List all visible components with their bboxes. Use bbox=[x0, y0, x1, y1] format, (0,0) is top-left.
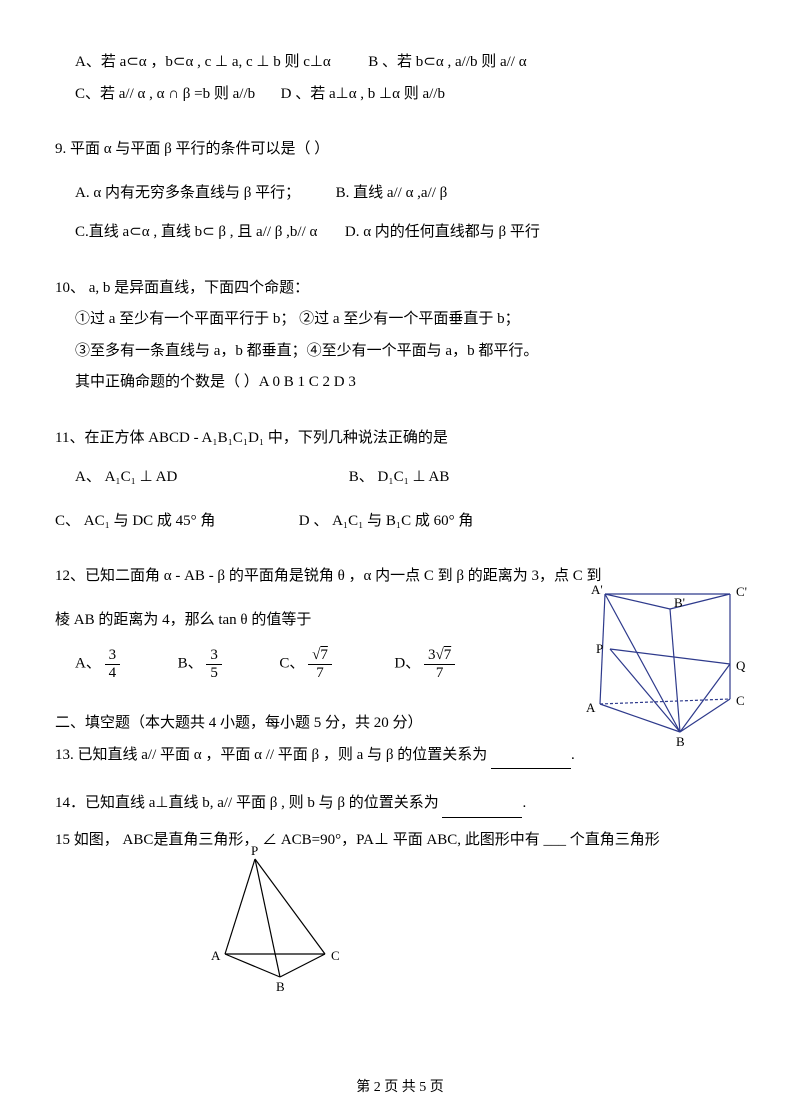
q12-B-label: B、 bbox=[178, 655, 203, 671]
q15: 15 如图， ABC是直角三角形， ∠ ACB=90°，PA⊥ 平面 ABC, … bbox=[55, 828, 745, 854]
q14: 14．已知直线 a⊥直线 b, a// 平面 β , 则 b 与 β 的位置关系… bbox=[55, 791, 745, 818]
q12-A-label: A、 bbox=[75, 655, 101, 671]
svg-text:B': B' bbox=[674, 595, 685, 610]
svg-text:C: C bbox=[331, 948, 340, 963]
prism-figure: A' B' C' A B C P Q bbox=[585, 584, 755, 754]
svg-text:A: A bbox=[211, 948, 221, 963]
q12-A-frac: 3 4 bbox=[105, 647, 121, 681]
q12-D-label: D、 bbox=[394, 655, 420, 671]
q10-stem: 10、 a, b 是异面直线，下面四个命题： bbox=[55, 276, 745, 302]
svg-text:Q: Q bbox=[736, 658, 746, 673]
q10-l2: ③至多有一条直线与 a，b 都垂直；④至少有一个平面与 a，b 都平行。 bbox=[55, 339, 745, 365]
q9-row1: A. α 内有无穷多条直线与 β 平行； B. 直线 a// α ,a// β bbox=[55, 181, 745, 207]
q8-B: B 、若 b⊂α , a//b 则 a// α bbox=[368, 54, 526, 70]
q8-row1: A、若 a⊂α ，b⊂α , c ⊥ a, c ⊥ b 则 c⊥α B 、若 b… bbox=[55, 50, 745, 76]
q9-C: C.直线 a⊂α , 直线 b⊂ β , 且 a// β ,b// α bbox=[75, 224, 317, 240]
prism-svg: A' B' C' A B C P Q bbox=[585, 584, 755, 749]
q9-D: D. α 内的任何直线都与 β 平行 bbox=[345, 224, 540, 240]
svg-text:C': C' bbox=[736, 584, 747, 599]
q11-A: A、 A₁C₁ ⊥ AD bbox=[75, 465, 345, 491]
q10-l1: ①过 a 至少有一个平面平行于 b； ②过 a 至少有一个平面垂直于 b； bbox=[55, 307, 745, 333]
tetra-svg: PABC bbox=[195, 859, 365, 989]
svg-text:B: B bbox=[676, 734, 685, 749]
q12-D-frac: 3√7 7 bbox=[424, 647, 455, 681]
svg-text:C: C bbox=[736, 693, 745, 708]
q11-B: B、 D₁C₁ ⊥ AB bbox=[349, 469, 450, 485]
q11-C: C、 AC₁ 与 DC 成 45° 角 bbox=[55, 509, 295, 535]
q9-stem: 9. 平面 α 与平面 β 平行的条件可以是（ ） bbox=[55, 137, 745, 163]
svg-text:A: A bbox=[586, 700, 596, 715]
q8-D: D 、若 a⊥α , b ⊥α 则 a//b bbox=[281, 86, 445, 102]
svg-text:P: P bbox=[596, 641, 603, 656]
q12-C-frac: √7 7 bbox=[308, 647, 332, 681]
q11-stem: 11、在正方体 ABCD - A₁B₁C₁D₁ 中，下列几种说法正确的是 bbox=[55, 426, 745, 452]
q9-B: B. 直线 a// α ,a// β bbox=[336, 185, 448, 201]
tetra-figure: PABC bbox=[195, 859, 745, 994]
q8-row2: C、若 a// α , α ∩ β =b 则 a//b D 、若 a⊥α , b… bbox=[55, 82, 745, 108]
q9-row2: C.直线 a⊂α , 直线 b⊂ β , 且 a// β ,b// α D. α… bbox=[55, 220, 745, 246]
page-footer: 第 2 页 共 5 页 bbox=[0, 1076, 800, 1096]
q13-blank bbox=[491, 743, 571, 770]
q9-A: A. α 内有无穷多条直线与 β 平行； bbox=[75, 185, 300, 201]
q10-l3: 其中正确命题的个数是（ ）A 0 B 1 C 2 D 3 bbox=[55, 370, 745, 396]
q8-A: A、若 a⊂α ，b⊂α , c ⊥ a, c ⊥ b 则 c⊥α bbox=[75, 54, 331, 70]
q11-row1: A、 A₁C₁ ⊥ AD B、 D₁C₁ ⊥ AB bbox=[55, 465, 745, 491]
q12-B-frac: 3 5 bbox=[206, 647, 222, 681]
svg-text:P: P bbox=[251, 843, 258, 858]
q8-C: C、若 a// α , α ∩ β =b 则 a//b bbox=[75, 86, 255, 102]
q11-D: D 、 A₁C₁ 与 B₁C 成 60° 角 bbox=[299, 513, 474, 529]
q12-C-label: C、 bbox=[279, 655, 304, 671]
q14-blank bbox=[442, 791, 522, 818]
svg-text:B: B bbox=[276, 979, 285, 994]
q11-row2: C、 AC₁ 与 DC 成 45° 角 D 、 A₁C₁ 与 B₁C 成 60°… bbox=[55, 509, 745, 535]
svg-text:A': A' bbox=[591, 582, 603, 597]
